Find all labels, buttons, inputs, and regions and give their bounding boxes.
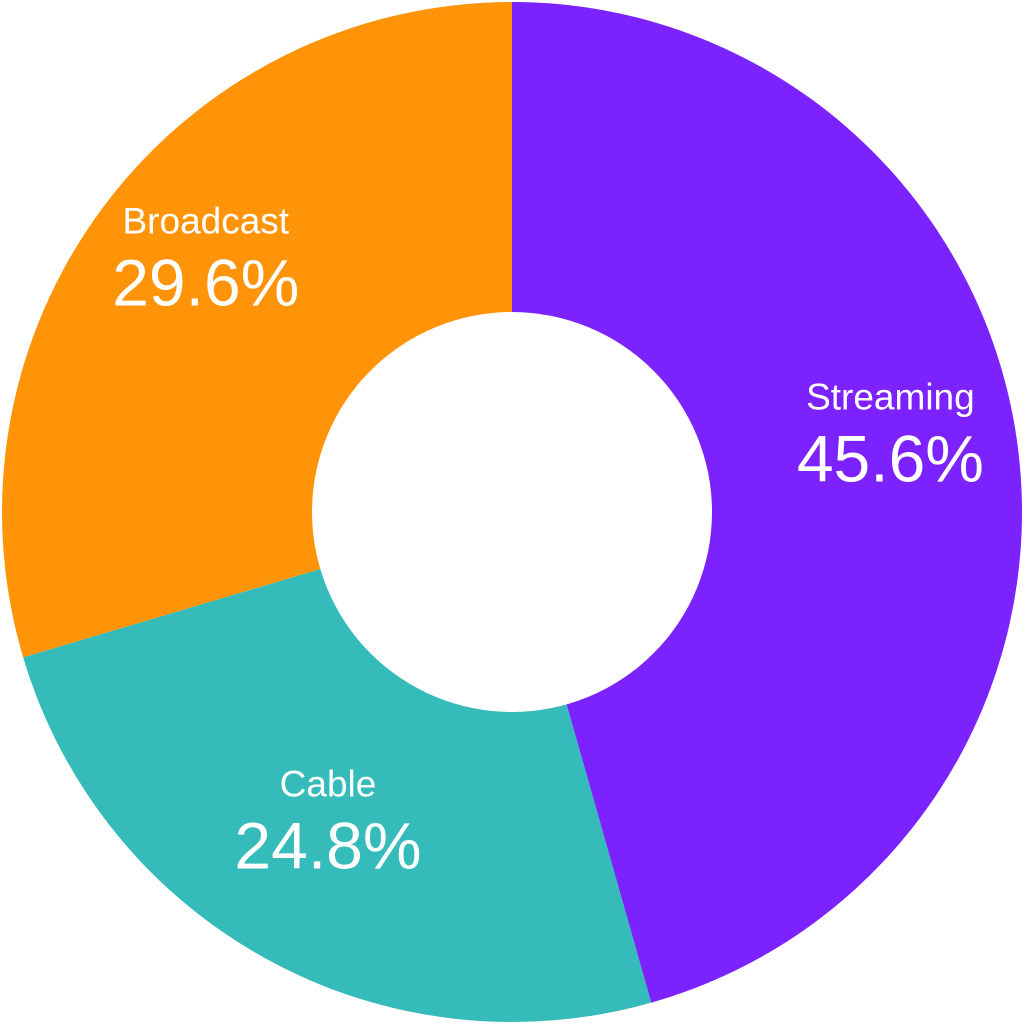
slice-value-streaming: 45.6% xyxy=(797,421,984,495)
slice-value-cable: 24.8% xyxy=(234,809,421,883)
slice-streaming xyxy=(512,2,1022,1003)
donut-hole xyxy=(312,312,712,712)
slice-label-cable: Cable xyxy=(280,764,377,805)
slice-label-broadcast: Broadcast xyxy=(123,201,290,242)
slice-value-broadcast: 29.6% xyxy=(112,246,299,320)
slice-label-streaming: Streaming xyxy=(806,376,975,417)
